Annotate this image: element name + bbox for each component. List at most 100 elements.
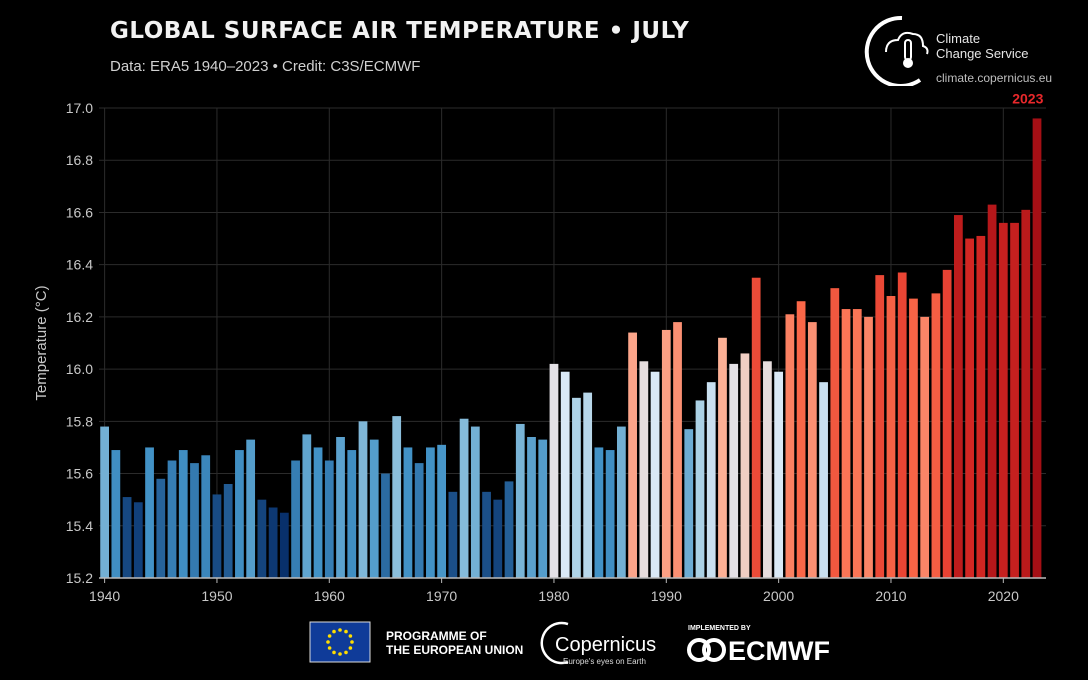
eu-programme-line1: PROGRAMME OF — [386, 629, 487, 643]
bar-1940 — [100, 426, 109, 578]
bar-1971 — [448, 491, 458, 578]
bar-1955 — [268, 507, 278, 578]
bar-1953 — [246, 439, 256, 578]
x-tick-label: 1960 — [314, 588, 345, 604]
bar-2018 — [976, 235, 986, 578]
eu-star-icon — [344, 629, 348, 634]
bar-1960 — [324, 460, 334, 578]
bar-1945 — [156, 478, 166, 578]
x-tick-label: 1990 — [651, 588, 682, 604]
y-axis-label: Temperature (°C) — [33, 285, 50, 400]
bar-2000 — [774, 371, 784, 578]
bar-1951 — [223, 484, 233, 578]
bar-2003 — [807, 322, 817, 578]
bar-1969 — [426, 447, 435, 578]
bar-2023 — [1032, 118, 1042, 578]
bar-1997 — [740, 353, 750, 578]
bar-1944 — [145, 447, 154, 578]
page-title: GLOBAL SURFACE AIR TEMPERATURE • JULY — [110, 18, 690, 44]
bar-1979 — [538, 439, 548, 578]
y-tick-label: 15.8 — [66, 413, 93, 429]
y-tick-label: 16.4 — [66, 257, 93, 273]
c3s-url: climate.copernicus.eu — [936, 71, 1053, 85]
eu-star-icon — [326, 640, 330, 644]
bar-1974 — [482, 491, 491, 578]
bar-1996 — [729, 363, 739, 578]
bar-1966 — [392, 416, 402, 578]
bar-1946 — [167, 460, 177, 578]
ecmwf-logo-icon — [687, 638, 726, 662]
eu-star-icon — [350, 640, 354, 644]
bar-2016 — [953, 215, 963, 579]
bar-1993 — [695, 400, 705, 578]
bar-1994 — [706, 382, 716, 578]
bar-1963 — [358, 421, 368, 578]
c3s-logo — [864, 15, 929, 86]
eu-star-icon — [332, 650, 336, 655]
eu-star-icon — [348, 646, 353, 650]
bar-2013 — [920, 316, 930, 578]
bar-2021 — [1010, 222, 1019, 578]
x-tick-label: 2010 — [875, 588, 906, 604]
bar-1943 — [133, 502, 143, 578]
bar-1985 — [605, 450, 615, 578]
bar-1967 — [403, 447, 413, 578]
bar-1981 — [560, 371, 570, 578]
x-tick-label: 2000 — [763, 588, 794, 604]
bar-1941 — [111, 450, 121, 578]
bar-1999 — [763, 361, 772, 578]
y-tick-label: 16.8 — [66, 152, 93, 168]
x-tick-label: 1950 — [201, 588, 232, 604]
chart-bars — [100, 118, 1042, 579]
eu-star-icon — [338, 628, 342, 632]
bar-1961 — [336, 437, 345, 578]
y-tick-label: 16.2 — [66, 309, 93, 325]
bar-1973 — [470, 426, 480, 578]
bar-2004 — [819, 382, 828, 578]
bar-1965 — [381, 473, 390, 578]
eu-star-icon — [344, 650, 348, 655]
page-subtitle: Data: ERA5 1940–2023 • Credit: C3S/ECMWF — [110, 58, 421, 75]
copernicus-name: Copernicus — [555, 634, 656, 656]
copernicus-tagline: Europe's eyes on Earth — [563, 657, 646, 666]
bar-2017 — [965, 238, 974, 579]
bar-2010 — [886, 296, 896, 578]
bar-1956 — [279, 512, 289, 578]
c3s-name-line2: Change Service — [936, 46, 1029, 61]
ecmwf-name: ECMWF — [728, 636, 830, 666]
bar-1982 — [572, 397, 581, 578]
bar-1976 — [504, 481, 514, 578]
bar-1980 — [549, 363, 559, 578]
bar-1978 — [527, 437, 536, 578]
bar-2007 — [852, 309, 862, 578]
c3s-name-line1: Climate — [936, 31, 981, 46]
eu-star-icon — [327, 646, 332, 650]
bar-2002 — [796, 301, 806, 578]
ecmwf-caption: IMPLEMENTED BY — [688, 625, 751, 632]
y-tick-label: 15.2 — [66, 570, 93, 586]
eu-star-icon — [338, 652, 342, 656]
bar-1962 — [347, 450, 357, 578]
copernicus-logo: Copernicus Europe's eyes on Earth — [540, 621, 656, 666]
bar-1986 — [616, 426, 626, 578]
eu-star-icon — [327, 634, 332, 638]
eu-programme-line2: THE EUROPEAN UNION — [386, 643, 523, 657]
chart-axes — [99, 577, 1046, 583]
bar-2014 — [931, 293, 941, 578]
bar-2006 — [841, 309, 851, 578]
c3s-thermometer-cloud-icon — [864, 15, 929, 86]
y-tick-label: 16.0 — [66, 361, 93, 377]
bar-1977 — [515, 423, 525, 578]
bar-1998 — [751, 277, 761, 578]
y-tick-label: 15.4 — [66, 518, 93, 534]
bar-1949 — [201, 455, 211, 578]
bar-2022 — [1021, 209, 1031, 579]
bar-1984 — [594, 447, 604, 578]
bar-1972 — [459, 418, 469, 578]
annotation-2023: 2023 — [1012, 90, 1043, 106]
bar-1942 — [122, 497, 132, 578]
bar-1968 — [414, 463, 424, 578]
bar-1954 — [257, 499, 267, 578]
y-tick-label: 15.6 — [66, 466, 93, 482]
bar-1948 — [190, 463, 199, 578]
